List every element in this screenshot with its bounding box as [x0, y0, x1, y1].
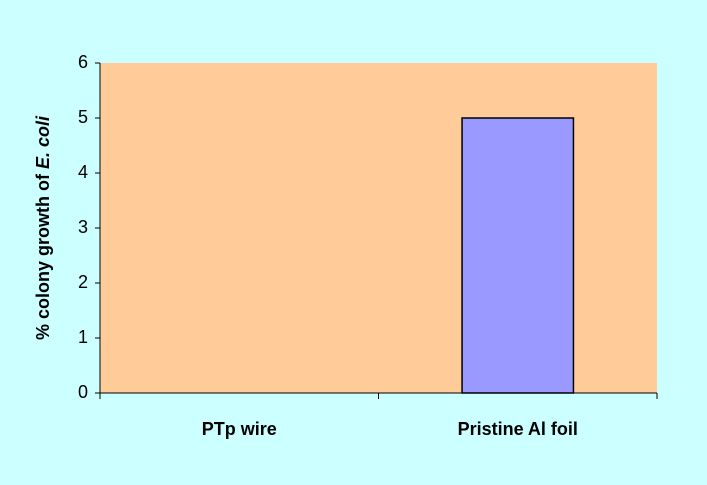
y-tick-label: 5 [78, 107, 88, 127]
y-tick-label: 0 [78, 382, 88, 402]
y-axis-label-text: % colony growth of [33, 173, 53, 340]
x-tick-label: Pristine Al foil [458, 419, 578, 439]
y-axis-label-species: E. coli [33, 115, 53, 169]
y-tick-label: 1 [78, 327, 88, 347]
y-axis-label: % colony growth of E. coli [33, 115, 53, 340]
y-tick-label: 6 [78, 52, 88, 72]
y-tick-label: 2 [78, 272, 88, 292]
y-tick-label: 3 [78, 217, 88, 237]
x-tick-label: PTp wire [202, 419, 277, 439]
bar [461, 117, 575, 394]
y-tick-label: 4 [78, 162, 88, 182]
